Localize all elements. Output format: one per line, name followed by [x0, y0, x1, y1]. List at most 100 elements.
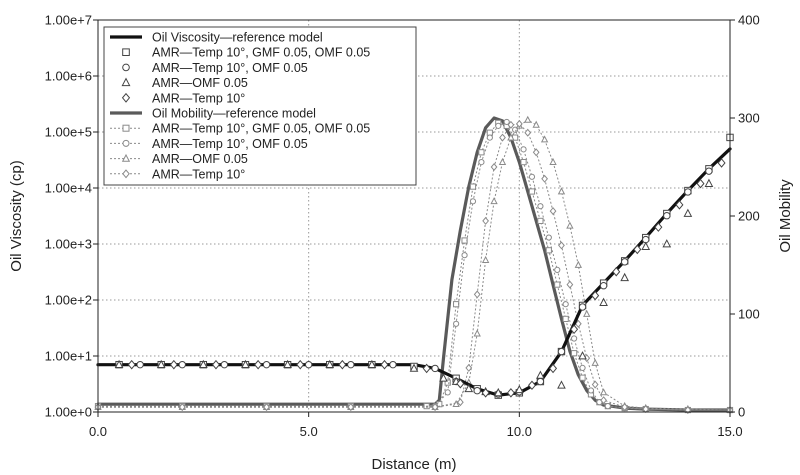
series-point — [198, 359, 208, 369]
series-point — [562, 315, 569, 322]
series-point — [478, 159, 485, 166]
series-point — [599, 388, 608, 396]
y-left-tick-label: 1.00e+7 — [45, 13, 92, 28]
legend-marker — [122, 169, 130, 179]
series-point — [469, 183, 477, 190]
series-point — [549, 363, 558, 374]
series-point — [422, 363, 431, 374]
series-point — [683, 208, 693, 217]
series-point — [696, 178, 705, 189]
legend-box — [103, 26, 417, 186]
series-point — [591, 290, 600, 301]
y-right-tick-label: 200 — [738, 209, 760, 224]
series-point — [541, 174, 548, 183]
right-axis-title: Oil Mobility — [777, 179, 794, 253]
x-tick-label: 10.0 — [507, 424, 532, 439]
legend-marker — [121, 92, 131, 103]
series-point — [571, 335, 578, 342]
series-line — [98, 121, 730, 411]
series-point — [469, 198, 477, 205]
series-point — [528, 188, 536, 195]
y-right-tick-label: 300 — [738, 111, 760, 126]
series-point — [574, 260, 583, 268]
series-point — [211, 359, 220, 370]
series-point — [263, 403, 270, 412]
series-point — [600, 396, 607, 405]
series-point — [431, 403, 439, 412]
series-point — [570, 324, 579, 335]
y-left-tick-label: 1.00e+6 — [45, 69, 92, 84]
series-point — [478, 149, 485, 156]
series-point — [389, 360, 397, 369]
left-axis-title: Oil Viscosity (cp) — [8, 160, 25, 271]
series-point — [495, 122, 502, 129]
series-point — [574, 319, 582, 328]
series-point — [380, 359, 389, 370]
series-point — [461, 237, 468, 244]
y-left-tick-label: 1.00e+4 — [45, 181, 92, 196]
series-9 — [94, 119, 734, 415]
series-point — [545, 234, 552, 241]
series-point — [453, 301, 460, 308]
series-point — [498, 157, 507, 165]
series-point — [465, 363, 473, 372]
series-layer — [94, 115, 734, 415]
series-4 — [127, 158, 726, 398]
series-point — [684, 188, 692, 196]
series-point — [503, 118, 510, 126]
series-point — [499, 133, 506, 142]
series-point — [456, 378, 465, 389]
series-point — [540, 135, 549, 143]
series-point — [566, 221, 574, 229]
legend-label: AMR—Temp 10° — [152, 91, 245, 105]
legend-label: AMR—OMF 0.05 — [152, 152, 248, 166]
legend-label: AMR—Temp 10°, GMF 0.05, OMF 0.05 — [152, 122, 370, 136]
series-point — [620, 258, 629, 266]
series-point — [554, 266, 561, 273]
series-point — [439, 373, 448, 382]
series-point — [587, 387, 595, 394]
series-point — [473, 290, 481, 299]
series-point — [283, 359, 292, 369]
series-point — [514, 384, 524, 394]
series-point — [557, 187, 566, 195]
series-point — [493, 387, 503, 397]
series-point — [562, 301, 569, 308]
series-point — [663, 212, 671, 220]
series-point — [524, 128, 532, 137]
series-point — [481, 388, 490, 398]
series-point — [481, 255, 490, 263]
series-point — [554, 281, 561, 288]
legend-marker — [122, 139, 130, 147]
series-point — [578, 303, 587, 311]
series-point — [621, 403, 629, 412]
series-point — [536, 370, 545, 379]
series-point — [325, 359, 335, 369]
series-point — [507, 120, 515, 129]
legend-label: AMR—Temp 10°, GMF 0.05, OMF 0.05 — [152, 46, 370, 60]
legend-label: Oil Mobility—reference model — [152, 107, 316, 121]
series-point — [515, 119, 523, 128]
series-point — [604, 403, 611, 410]
series-point — [662, 239, 672, 248]
series-point — [599, 282, 608, 290]
series-point — [178, 360, 186, 369]
series-point — [524, 115, 532, 123]
y-left-tick-label: 1.00e+2 — [45, 293, 92, 308]
series-point — [473, 329, 481, 337]
series-point — [169, 359, 178, 370]
series-3 — [114, 178, 714, 397]
ticks-layer: 0.0 5.0 10.0 15.0 1.00e+0 1.00e+1 1.00e+2 1.00e… — [45, 13, 760, 440]
series-point — [620, 272, 630, 282]
series-point — [347, 360, 355, 369]
series-point — [507, 133, 515, 141]
legend-marker — [122, 124, 130, 132]
y-right-tick-label: 400 — [738, 13, 760, 28]
series-point — [453, 320, 460, 327]
series-point — [566, 280, 574, 289]
series-point — [506, 388, 515, 398]
series-point — [532, 148, 540, 157]
series-point — [654, 222, 663, 232]
